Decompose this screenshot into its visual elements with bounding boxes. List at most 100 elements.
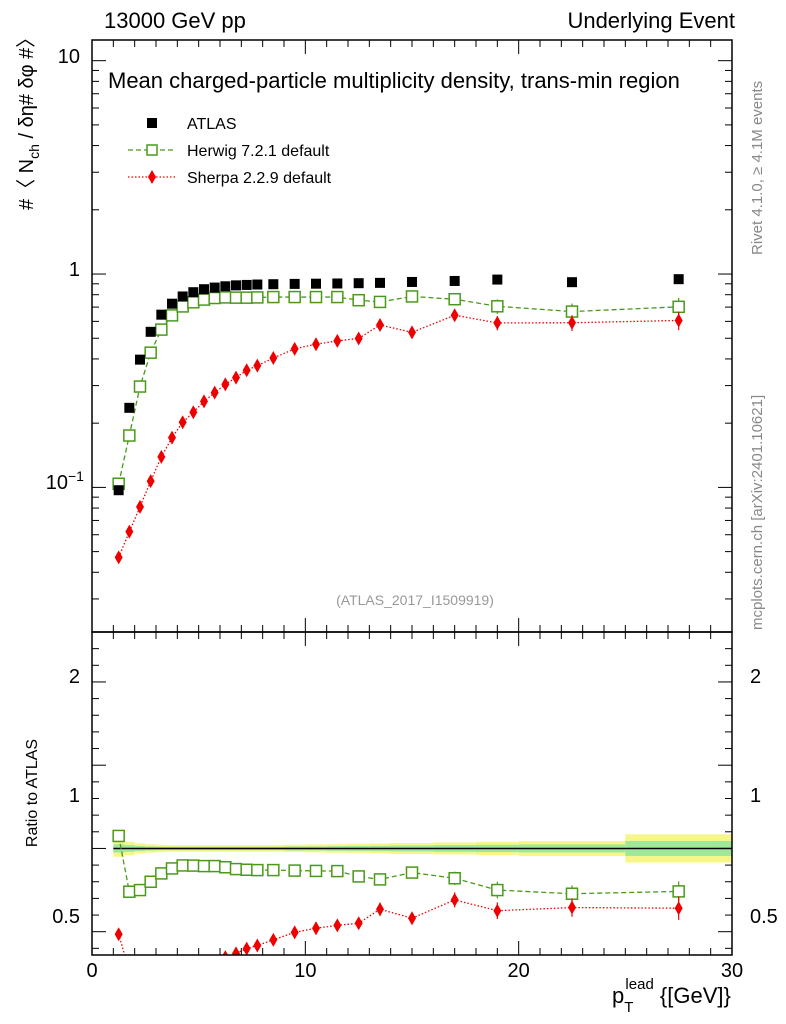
- xtick-label: 10: [294, 960, 316, 982]
- main-ylabel: #〈 Nch / δη# δφ #〉: [16, 28, 42, 210]
- atlas-point: [209, 282, 220, 293]
- herwig-point: [448, 292, 461, 306]
- header-left: 13000 GeV pp: [104, 8, 246, 33]
- atlas-point: [113, 485, 124, 496]
- ratio-herwig-point: [267, 863, 280, 877]
- sherpa-point: [568, 315, 576, 330]
- ratio-sherpa-point: [269, 932, 278, 947]
- sherpa-point: [354, 331, 363, 346]
- herwig-line: [118, 295, 679, 484]
- herwig-point: [197, 293, 211, 306]
- atlas-point: [156, 309, 167, 320]
- ratio-herwig-point: [144, 875, 157, 888]
- ratio-sherpa-point: [114, 927, 123, 942]
- herwig-point: [331, 290, 344, 304]
- sherpa-point: [450, 308, 459, 323]
- ratio-sherpa-point: [157, 972, 165, 986]
- ratio-sherpa-point: [290, 925, 299, 940]
- atlas-point: [188, 287, 199, 298]
- ratio-herwig-point: [373, 873, 387, 886]
- axis-ticks: [91, 40, 733, 955]
- atlas-point: [252, 279, 263, 290]
- ratio-herwig-point: [251, 863, 264, 877]
- atlas-point: [311, 278, 321, 289]
- sherpa-point: [178, 415, 187, 430]
- ratio-sherpa-point: [179, 965, 187, 979]
- ratio-herwig-point: [405, 866, 419, 879]
- ratio-sherpa-point: [222, 950, 229, 955]
- sherpa-point: [290, 341, 299, 356]
- ratio-sherpa-point: [450, 892, 459, 907]
- atlas-point: [231, 280, 241, 291]
- herwig-point: [133, 380, 147, 393]
- atlas-point: [567, 277, 577, 288]
- atlas-point: [241, 279, 252, 290]
- herwig-point: [267, 290, 280, 304]
- sherpa-point: [242, 363, 251, 378]
- ratio-ylabel: Ratio to ATLAS: [24, 739, 41, 847]
- main-ytick-labels: 10 1 10 −1: [46, 46, 84, 494]
- ratio-sherpa-point: [214, 954, 216, 955]
- ratio-panel-content: [112, 829, 732, 989]
- sherpa-point: [114, 550, 123, 565]
- ratio-herwig-point: [240, 863, 253, 877]
- xlabel-p: p: [612, 983, 624, 1008]
- ratio-sherpa-point: [200, 958, 208, 972]
- ytick-label-10: 10: [58, 46, 80, 68]
- sherpa-point: [146, 474, 155, 489]
- ratio-herwig-point: [219, 861, 232, 874]
- ratio-herwig-point: [229, 862, 243, 876]
- atlas-point: [375, 277, 385, 288]
- ratio-sherpa-point: [568, 900, 576, 915]
- herwig-point: [251, 291, 264, 304]
- xtick-labels: 0 10 20 30: [86, 960, 743, 982]
- ratio-herwig-point: [208, 859, 221, 873]
- herwig-point: [176, 300, 189, 313]
- ratio-frame: [91, 631, 733, 956]
- herwig-point: [219, 291, 232, 304]
- ratio-ytick-0.5-left: 0.5: [52, 906, 80, 928]
- ratio-sherpa-point: [408, 911, 416, 926]
- ratio-sherpa-line: [118, 899, 679, 955]
- ytick-label-0.1-base: 10: [46, 472, 68, 494]
- sherpa-point: [232, 370, 240, 385]
- main-ylabel-post: / δη# δφ #〉: [16, 28, 38, 144]
- xlabel: pTlead {[GeV]}: [612, 976, 731, 1016]
- sherpa-point: [493, 315, 502, 330]
- herwig-point: [144, 346, 157, 359]
- sherpa-point: [333, 333, 342, 348]
- xlabel-post: {[GeV]}: [654, 983, 731, 1008]
- atlas-point: [407, 276, 417, 287]
- ratio-ytick-0.5-right: 0.5: [750, 906, 778, 928]
- atlas-point: [199, 284, 209, 295]
- atlas-point: [353, 278, 364, 289]
- ratio-herwig-point: [176, 859, 189, 872]
- atlas-point: [124, 402, 135, 413]
- ratio-ytick-labels: 2 1 0.5 2 1 0.5: [52, 666, 778, 928]
- ratio-sherpa-point: [147, 975, 155, 989]
- ratio-sherpa-point: [168, 969, 176, 983]
- herwig-point: [240, 291, 253, 304]
- ratio-sherpa-point: [333, 918, 342, 933]
- herwig-point: [309, 290, 323, 304]
- ratio-herwig-point: [448, 871, 461, 885]
- ratio-sherpa-point: [253, 938, 262, 953]
- ratio-ytick-2-right: 2: [750, 666, 761, 688]
- ratio-herwig-point: [331, 864, 344, 878]
- legend: ATLAS Herwig 7.2.1 default Sherpa 2.2.9 …: [128, 116, 332, 187]
- ratio-herwig-point: [112, 829, 125, 843]
- sherpa-point: [125, 524, 134, 539]
- sherpa-point: [253, 358, 262, 373]
- sherpa-point: [408, 325, 416, 340]
- ratio-points: [112, 829, 685, 989]
- herwig-point: [165, 309, 179, 322]
- atlas-point: [492, 274, 503, 285]
- ratio-ytick-1-left: 1: [69, 785, 80, 807]
- sherpa-point: [189, 405, 198, 420]
- sherpa-point: [200, 394, 208, 409]
- ratio-herwig-point: [565, 887, 579, 900]
- watermark: (ATLAS_2017_I1509919): [336, 592, 494, 608]
- sherpa-point: [269, 351, 278, 366]
- herwig-point: [672, 300, 685, 314]
- legend-label-herwig: Herwig 7.2.1 default: [187, 143, 330, 160]
